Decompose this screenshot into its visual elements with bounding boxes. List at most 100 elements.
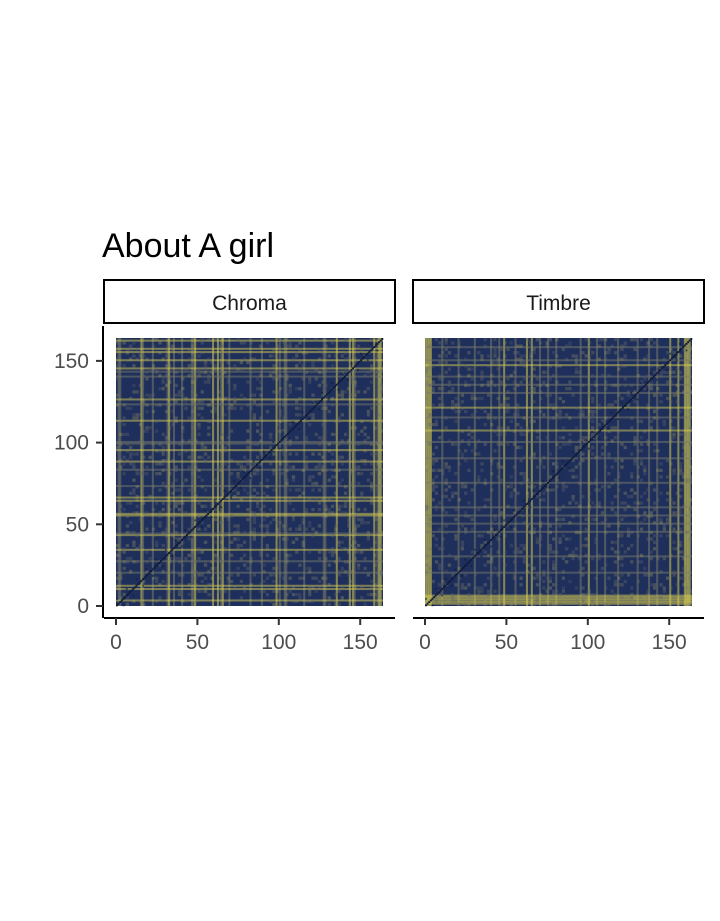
heatmap-tile <box>620 583 624 587</box>
heatmap-tile <box>233 406 237 410</box>
heatmap-diagonal-cell <box>200 525 203 528</box>
heatmap-tile <box>454 396 458 401</box>
heatmap-diagonal-cell <box>665 369 668 372</box>
heatmap-diagonal-cell <box>516 512 519 515</box>
heatmap-tile <box>161 458 165 463</box>
heatmap-diagonal-cell <box>558 476 561 479</box>
heatmap-tile <box>428 377 432 381</box>
heatmap-tile <box>252 442 257 446</box>
heatmap-tile <box>623 501 627 505</box>
heatmap-tile <box>259 344 263 348</box>
heatmap-tile <box>340 390 344 394</box>
heatmap-tile <box>356 465 361 469</box>
heatmap-tile <box>129 530 133 535</box>
heatmap-tile <box>190 409 195 414</box>
heatmap-column-band <box>677 338 680 606</box>
heatmap-tile <box>145 550 149 554</box>
heatmap-tile <box>574 547 579 551</box>
heatmap-tile <box>532 419 536 423</box>
heatmap-tile <box>529 387 533 391</box>
heatmap-tile <box>512 573 517 577</box>
heatmap-tile <box>509 341 513 345</box>
heatmap-tile <box>181 501 185 505</box>
heatmap-tile <box>678 540 683 544</box>
heatmap-tile <box>330 452 335 456</box>
heatmap-tile <box>203 452 208 456</box>
heatmap-tile <box>617 530 621 535</box>
heatmap-tile <box>555 550 559 554</box>
heatmap-tile <box>158 524 162 528</box>
heatmap-diagonal-cell <box>685 342 688 345</box>
heatmap-tile <box>643 596 647 600</box>
heatmap-tile <box>610 507 614 512</box>
heatmap-tile <box>669 498 673 502</box>
heatmap-column-band <box>376 338 379 606</box>
heatmap-diagonal-cell <box>454 574 457 577</box>
heatmap-tile <box>226 351 230 355</box>
heatmap-tile <box>119 465 123 469</box>
heatmap-column-band <box>192 338 195 606</box>
heatmap-tile <box>181 439 185 443</box>
heatmap-tile <box>379 429 383 433</box>
heatmap-tile <box>610 383 614 388</box>
heatmap-tile <box>652 583 657 587</box>
heatmap-tile <box>151 507 156 512</box>
heatmap-tile <box>652 540 657 544</box>
heatmap-tile <box>116 586 120 590</box>
heatmap-tile <box>200 573 204 577</box>
heatmap-tile <box>519 429 523 433</box>
heatmap-tile <box>503 341 507 345</box>
heatmap-tile <box>236 566 240 571</box>
heatmap-tile <box>242 553 247 557</box>
heatmap-diagonal-cell <box>272 440 275 443</box>
heatmap-tile <box>617 393 621 397</box>
heatmap-diagonal-cell <box>145 574 148 577</box>
heatmap-diagonal-cell <box>620 401 623 404</box>
heatmap-diagonal-cell <box>429 599 432 602</box>
heatmap-row-band <box>116 440 383 443</box>
heatmap-tile <box>151 409 156 414</box>
heatmap-diagonal-cell <box>496 532 499 535</box>
heatmap-diagonal-cell <box>648 380 650 383</box>
heatmap-tile <box>678 432 683 437</box>
heatmap-tile <box>207 377 211 381</box>
heatmap-tile <box>340 586 344 590</box>
heatmap-tile <box>138 547 143 551</box>
heatmap-diagonal-cell <box>356 369 359 372</box>
heatmap-column-band <box>687 338 690 606</box>
heatmap-tile <box>685 530 689 535</box>
heatmap-tile <box>568 341 572 345</box>
heatmap-tile <box>610 403 614 407</box>
heatmap-tile <box>636 501 640 505</box>
heatmap-tile <box>594 537 598 541</box>
heatmap-tile <box>366 370 370 374</box>
heatmap-diagonal-cell <box>488 540 491 543</box>
heatmap-tile <box>587 592 592 597</box>
heatmap-tile <box>353 530 357 535</box>
heatmap-tile <box>337 455 341 459</box>
heatmap-tile <box>441 403 445 407</box>
heatmap-tile <box>190 426 195 430</box>
heatmap-tile <box>288 341 292 345</box>
heatmap-tile <box>334 432 338 437</box>
heatmap-tile <box>249 357 253 361</box>
heatmap-diagonal-cell <box>135 584 138 587</box>
heatmap-tile <box>295 550 299 554</box>
heatmap-tile <box>119 573 123 577</box>
heatmap-diagonal-cell <box>509 519 512 522</box>
heatmap-tile <box>363 602 367 606</box>
heatmap-diagonal-cell <box>587 440 590 443</box>
heatmap-diagonal-cell <box>499 535 502 538</box>
heatmap-tile <box>203 540 208 544</box>
heatmap-tile <box>688 347 692 352</box>
heatmap-tile <box>155 403 159 407</box>
heatmap-tile <box>259 583 263 587</box>
heatmap-tile <box>591 445 595 450</box>
heatmap-tile <box>678 576 683 580</box>
heatmap-column-band <box>181 338 184 606</box>
heatmap-tile <box>135 390 139 394</box>
heatmap-diagonal-cell <box>431 597 434 600</box>
heatmap-diagonal-cell <box>438 591 440 594</box>
heatmap-tile <box>503 383 507 388</box>
